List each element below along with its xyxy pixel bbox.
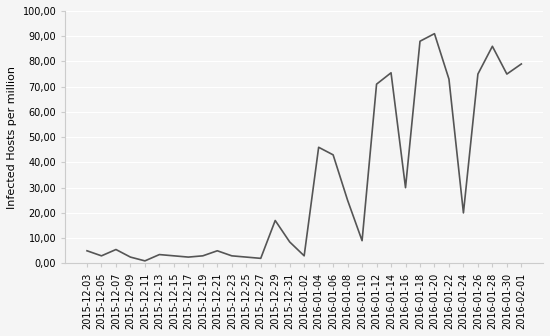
Y-axis label: Infected Hosts per million: Infected Hosts per million xyxy=(7,66,17,209)
